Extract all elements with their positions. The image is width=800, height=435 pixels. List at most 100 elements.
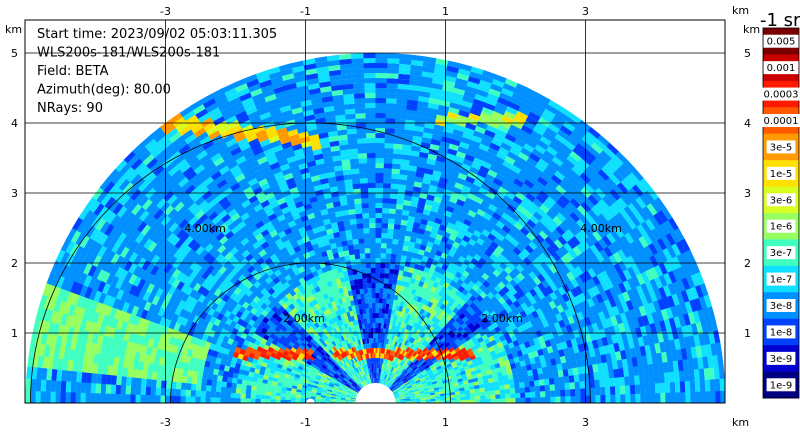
- radar-cell: [377, 368, 380, 374]
- radar-cell: [437, 313, 444, 321]
- radar-cell: [532, 125, 546, 136]
- radar-cell: [489, 164, 500, 174]
- radar-cell: [476, 191, 486, 200]
- radar-cell: [347, 354, 352, 360]
- radar-cell: [537, 290, 546, 300]
- radar-cell: [145, 172, 157, 185]
- radar-cell: [232, 169, 243, 179]
- radar-cell: [450, 97, 463, 105]
- radar-cell: [169, 112, 183, 125]
- radar-cell: [433, 372, 440, 377]
- radar-cell: [429, 354, 435, 360]
- radar-cell: [419, 86, 432, 93]
- radar-cell: [434, 374, 441, 379]
- radar-cell: [495, 151, 507, 161]
- radar-cell: [655, 225, 666, 238]
- radar-cell: [355, 373, 360, 379]
- radar-cell: [372, 378, 375, 384]
- radar-cell: [644, 374, 650, 385]
- radar-cell: [414, 340, 420, 347]
- radar-cell: [659, 320, 667, 332]
- radar-cell: [470, 66, 484, 75]
- radar-cell: [381, 318, 385, 324]
- radar-cell: [409, 205, 418, 213]
- radar-cell: [312, 351, 318, 357]
- radar-cell: [365, 263, 371, 269]
- radar-cell: [546, 345, 554, 354]
- radar-cell: [263, 245, 272, 254]
- radar-cell: [312, 292, 320, 300]
- radar-cell: [242, 168, 254, 178]
- radar-cell: [396, 370, 401, 376]
- radar-cell: [527, 111, 541, 122]
- radar-cell: [534, 385, 541, 392]
- radar-cell: [397, 378, 402, 383]
- radar-cell: [216, 143, 228, 153]
- radar-cell: [375, 367, 377, 373]
- radar-cell: [502, 160, 513, 170]
- radar-cell: [647, 301, 657, 314]
- radar-cell: [456, 361, 463, 367]
- radar-cell: [400, 400, 406, 403]
- radar-cell: [413, 217, 422, 224]
- radar-cell: [416, 233, 424, 240]
- radar-cell: [422, 371, 428, 376]
- radar-cell: [262, 89, 276, 98]
- radar-cell: [442, 379, 448, 384]
- radar-cell: [532, 197, 543, 208]
- radar-cell: [349, 365, 354, 371]
- radar-cell: [629, 241, 640, 253]
- radar-cell: [374, 372, 376, 378]
- radar-cell: [366, 152, 376, 159]
- radar-cell: [275, 315, 283, 323]
- radar-cell: [448, 323, 455, 331]
- radar-cell: [565, 396, 571, 403]
- radar-cell: [417, 156, 428, 164]
- radar-cell: [489, 364, 496, 370]
- radar-cell: [455, 316, 462, 324]
- radar-cell: [665, 232, 676, 246]
- radar-cell: [436, 301, 443, 308]
- radar-cell: [415, 258, 422, 266]
- radar-cell: [403, 370, 408, 376]
- radar-cell: [427, 102, 439, 110]
- radar-cell: [470, 395, 476, 400]
- radar-cell: [152, 179, 164, 192]
- radar-cell: [390, 350, 395, 356]
- radar-cell: [529, 288, 538, 297]
- radar-cell: [639, 374, 645, 385]
- radar-cell: [356, 386, 361, 391]
- radar-cell: [280, 109, 293, 118]
- radar-cell: [407, 308, 413, 315]
- radar-cell: [343, 351, 348, 357]
- radar-cell: [315, 122, 327, 130]
- radar-cell: [334, 170, 344, 177]
- radar-cell: [427, 215, 436, 223]
- radar-cell: [332, 99, 345, 106]
- radar-cell: [496, 371, 503, 377]
- radar-cell: [364, 97, 376, 104]
- radar-cell: [430, 286, 437, 293]
- radar-cell: [631, 286, 640, 299]
- radar-cell: [593, 312, 602, 323]
- radar-cell: [613, 185, 625, 198]
- radar-cell: [379, 288, 384, 294]
- radar-cell: [593, 138, 607, 151]
- radar-cell: [349, 158, 359, 165]
- radar-cell: [428, 313, 435, 321]
- radar-cell: [689, 299, 698, 312]
- radar-cell: [399, 393, 405, 397]
- radar-cell: [592, 230, 603, 242]
- radar-cell: [569, 183, 581, 195]
- radar-cell: [458, 335, 465, 342]
- radar-cell: [443, 305, 450, 313]
- radar-cell: [375, 352, 378, 358]
- radar-cell: [375, 212, 383, 219]
- radar-cell: [283, 227, 293, 236]
- radar-cell: [627, 277, 636, 290]
- radar-cell: [561, 232, 571, 243]
- radar-cell: [525, 231, 536, 242]
- radar-cell: [279, 218, 288, 227]
- radar-cell: [247, 110, 260, 120]
- radar-cell: [237, 233, 247, 243]
